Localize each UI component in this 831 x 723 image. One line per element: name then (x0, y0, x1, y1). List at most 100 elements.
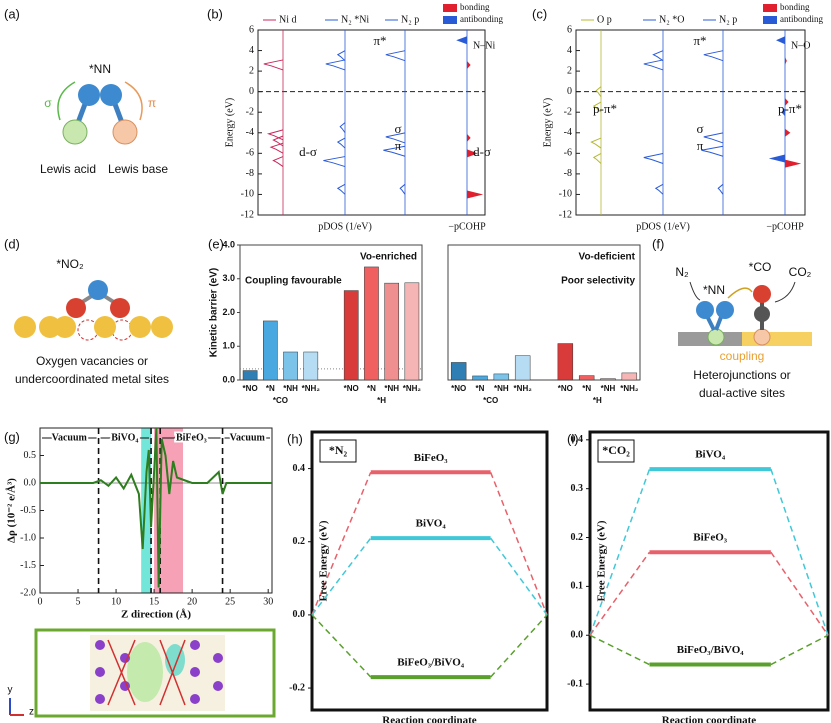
y-tick-label: -10 (241, 189, 254, 200)
atom (716, 301, 734, 319)
panel-label: (d) (4, 236, 20, 251)
panel-label: (i) (567, 431, 579, 446)
y-tick-label: 0.0 (222, 374, 235, 384)
axis-name: z (29, 707, 34, 718)
legend-label: Ni d (279, 14, 297, 25)
annotation: π* (373, 33, 386, 48)
arrow (689, 281, 701, 301)
y-tick-label: -6 (246, 148, 254, 159)
pdos-peak (717, 183, 724, 195)
panel-label: (e) (208, 236, 224, 251)
y-tick-label: -1.5 (20, 560, 36, 571)
span-label: Vacuum (230, 432, 266, 443)
species: *NN (89, 62, 111, 76)
level-label: BiVO₄ (695, 449, 726, 461)
connector (311, 537, 372, 616)
y-tick-label: 0.3 (571, 483, 584, 494)
atom (100, 84, 122, 106)
pdos-peak (272, 156, 284, 167)
x-tick-label: *NO (451, 384, 466, 393)
panel-label: (g) (4, 429, 20, 444)
y-tick-label: 0.0 (24, 477, 37, 488)
y-axis-label: Energy (eV) (224, 98, 235, 148)
x-tick-label: *N (367, 384, 376, 393)
species: *NN (703, 283, 725, 297)
y-axis-label: Energy (eV) (542, 98, 553, 148)
bar (621, 372, 638, 381)
caption: Oxygen vacancies or (36, 354, 148, 368)
level-label: BiFeO₃ (414, 452, 449, 464)
legend-swatch (443, 4, 457, 12)
panel-tag: *CO₂ (602, 443, 630, 457)
atom (754, 306, 770, 322)
y-tick-label: -0.1 (567, 678, 583, 689)
legend-swatch (763, 16, 777, 24)
legend-label: N₂ p (401, 14, 419, 25)
bar (404, 282, 420, 381)
cohp-peak (467, 190, 484, 199)
y-tick-label: 0.2 (293, 536, 306, 547)
y-tick-label: 0.4 (293, 463, 306, 474)
bar (364, 266, 379, 381)
caption: undercoordinated metal sites (15, 372, 169, 386)
x-axis-label: Reaction coordinate (382, 715, 477, 723)
cohp-peak (768, 154, 785, 163)
pdos-peak (263, 59, 284, 71)
connector (489, 471, 548, 616)
atom (112, 119, 138, 145)
level-label: BiFeO₃/BiVO₄ (677, 644, 745, 656)
x-tick-label: *NH₂ (620, 384, 639, 393)
y-axis-label: Free Energy (eV) (318, 520, 330, 601)
plot-frame (575, 29, 806, 216)
annotation: σ (394, 121, 401, 136)
y-tick-label: -8 (246, 168, 254, 179)
x-axis-label: −pCOHP (766, 221, 804, 232)
legend-label: N₂ *O (659, 14, 684, 25)
x-tick-label: *N (476, 384, 485, 393)
legend-label: N₂ p (719, 14, 737, 25)
atom (66, 298, 86, 318)
atom (151, 316, 173, 338)
plot-frame (588, 430, 830, 712)
pdos-peak (385, 132, 406, 144)
bar (557, 343, 574, 381)
connector (311, 471, 372, 616)
pdos-peak (703, 132, 724, 144)
bar (263, 320, 278, 381)
span-label: Vacuum (52, 432, 88, 443)
pdos-peak (325, 59, 346, 71)
y-tick-label: 2 (249, 65, 254, 76)
x-tick-label: *NH (384, 384, 399, 393)
group-label: *H (593, 396, 602, 405)
annotation: π (395, 138, 402, 153)
y-tick-label: -6 (564, 148, 572, 159)
x-tick-label: *N (582, 384, 591, 393)
connector (490, 614, 548, 678)
y-tick-label: 0.0 (571, 630, 584, 641)
y-tick-label: -0.5 (20, 505, 36, 516)
legend-label: N₂ *Ni (341, 14, 369, 25)
bar (384, 282, 399, 381)
x-tick-label: *N (266, 384, 275, 393)
sigma: σ (44, 96, 52, 110)
cohp-peak (785, 128, 791, 137)
connector (311, 614, 372, 678)
cohp-peak (781, 108, 785, 117)
x-axis-label: Reaction coordinate (662, 715, 757, 723)
x-tick-label: 25 (225, 596, 235, 607)
plot-frame (447, 244, 641, 381)
pdos-peak (336, 137, 346, 149)
atom (110, 298, 130, 318)
bar (600, 378, 616, 381)
atom (94, 316, 116, 338)
bar (283, 351, 298, 381)
panel-tag: *N₂ (329, 443, 348, 457)
connector (589, 551, 651, 636)
pdos-peak (383, 145, 406, 157)
pdos-peak (385, 50, 406, 62)
x-tick-label: *NO (558, 384, 573, 393)
x-tick-label: 10 (111, 596, 121, 607)
bar (343, 290, 359, 381)
arrow (727, 287, 753, 299)
